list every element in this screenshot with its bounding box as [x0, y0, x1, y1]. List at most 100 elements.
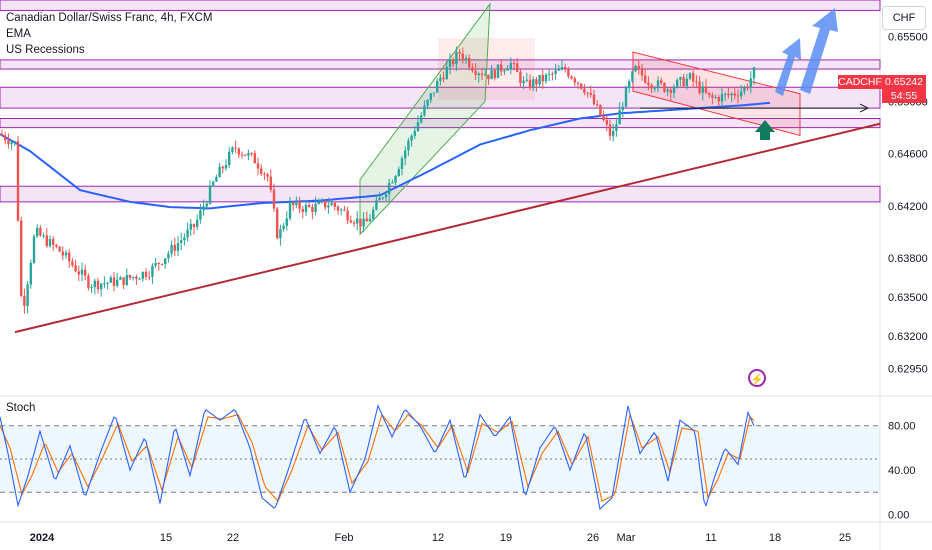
candle-body [541, 74, 544, 82]
candle-body [346, 210, 349, 221]
candle-body [727, 93, 730, 96]
stoch-tick-label: 0.00 [888, 509, 909, 521]
buy-signal-icon [755, 120, 775, 140]
candle-body [253, 153, 256, 164]
candle-body [269, 176, 272, 190]
time-tick-label: 19 [500, 532, 512, 544]
candle-body [13, 141, 16, 143]
candle-body [343, 209, 346, 211]
candle-body [714, 97, 717, 99]
indicator-ema-label[interactable]: EMA [6, 28, 31, 40]
candle-body [548, 73, 551, 75]
candle-body [119, 277, 122, 280]
candle-body [637, 66, 640, 69]
candle-body [685, 78, 688, 87]
candle-body [324, 200, 327, 208]
candle-body [586, 92, 589, 94]
candle-body [10, 142, 13, 145]
candle-body [247, 153, 250, 156]
candle-body [327, 205, 330, 208]
candle-body [381, 197, 384, 199]
candle-body [16, 141, 20, 221]
candle-body [528, 79, 532, 88]
candle-body [394, 176, 397, 183]
candle-body [701, 86, 704, 93]
candle-body [80, 269, 84, 275]
candle-body [522, 80, 525, 84]
candle-body [0, 134, 4, 136]
candle-body [692, 73, 695, 82]
chart-legend: Canadian Dollar/Swiss Franc, 4h, FXCM EM… [6, 10, 212, 58]
candle-body [592, 94, 596, 105]
indicator-recessions-label[interactable]: US Recessions [6, 44, 85, 56]
candle-body [256, 163, 260, 169]
time-tick-label: 12 [432, 532, 444, 544]
candle-body [208, 185, 212, 204]
candle-body [68, 252, 71, 262]
candle-body [720, 94, 724, 102]
candle-body [666, 89, 669, 92]
candle-body [698, 81, 701, 93]
candle-body [656, 80, 660, 89]
candle-body [167, 253, 170, 259]
candle-body [436, 81, 439, 93]
candle-body [192, 223, 196, 228]
candle-body [295, 201, 298, 206]
candle-body [471, 67, 474, 71]
candle-body [445, 66, 448, 80]
candle-body [298, 201, 301, 209]
candle-body [362, 218, 365, 227]
candle-body [186, 229, 189, 238]
symbol-tag: CADCHF [838, 75, 882, 89]
candle-body [461, 53, 464, 60]
ema-line [0, 101, 771, 210]
currency-button[interactable]: CHF [882, 6, 926, 30]
resistance-zone-1 [0, 59, 881, 70]
candle-body [452, 59, 455, 65]
candle-body [132, 276, 135, 278]
price-tick-label: 0.62950 [888, 364, 928, 376]
candle-body [468, 57, 471, 68]
candle-body [359, 218, 362, 227]
candle-body [634, 66, 637, 72]
price-tick-label: 0.63500 [888, 292, 928, 304]
candle-body [410, 135, 413, 141]
candle-body [244, 154, 247, 156]
candle-body [448, 59, 452, 67]
candle-body [551, 73, 554, 75]
candle-body [154, 262, 157, 266]
candle-body [544, 74, 548, 82]
candle-body [333, 202, 336, 207]
candle-body [106, 282, 109, 284]
projection-arrow-icon [775, 38, 801, 96]
candle-body [413, 130, 416, 136]
time-tick-label: 18 [769, 532, 781, 544]
oscillator-label[interactable]: Stoch [6, 402, 36, 414]
candle-body [180, 240, 183, 244]
candle-body [733, 93, 736, 96]
candle-body [560, 67, 564, 70]
candle-body [583, 88, 586, 93]
candle-body [224, 164, 228, 169]
candle-body [480, 73, 484, 76]
candle-body [740, 91, 743, 97]
candle-body [496, 64, 500, 79]
candle-body [285, 218, 288, 226]
price-tick-label: 0.63800 [888, 253, 928, 265]
candle-body [388, 182, 391, 195]
candle-body [669, 89, 672, 94]
candle-body [519, 71, 522, 84]
lightning-icon[interactable]: ⚡ [748, 369, 766, 387]
candle-body [423, 105, 426, 116]
candle-body [672, 87, 676, 94]
candle-body [221, 166, 224, 169]
candle-body [48, 239, 52, 246]
candle-body [736, 95, 740, 97]
candle-body [42, 235, 45, 237]
time-tick-label: 22 [227, 532, 239, 544]
candle-body [647, 82, 650, 85]
candle-body [631, 71, 634, 82]
candle-body [416, 122, 420, 131]
resistance-zone-3 [0, 118, 881, 129]
